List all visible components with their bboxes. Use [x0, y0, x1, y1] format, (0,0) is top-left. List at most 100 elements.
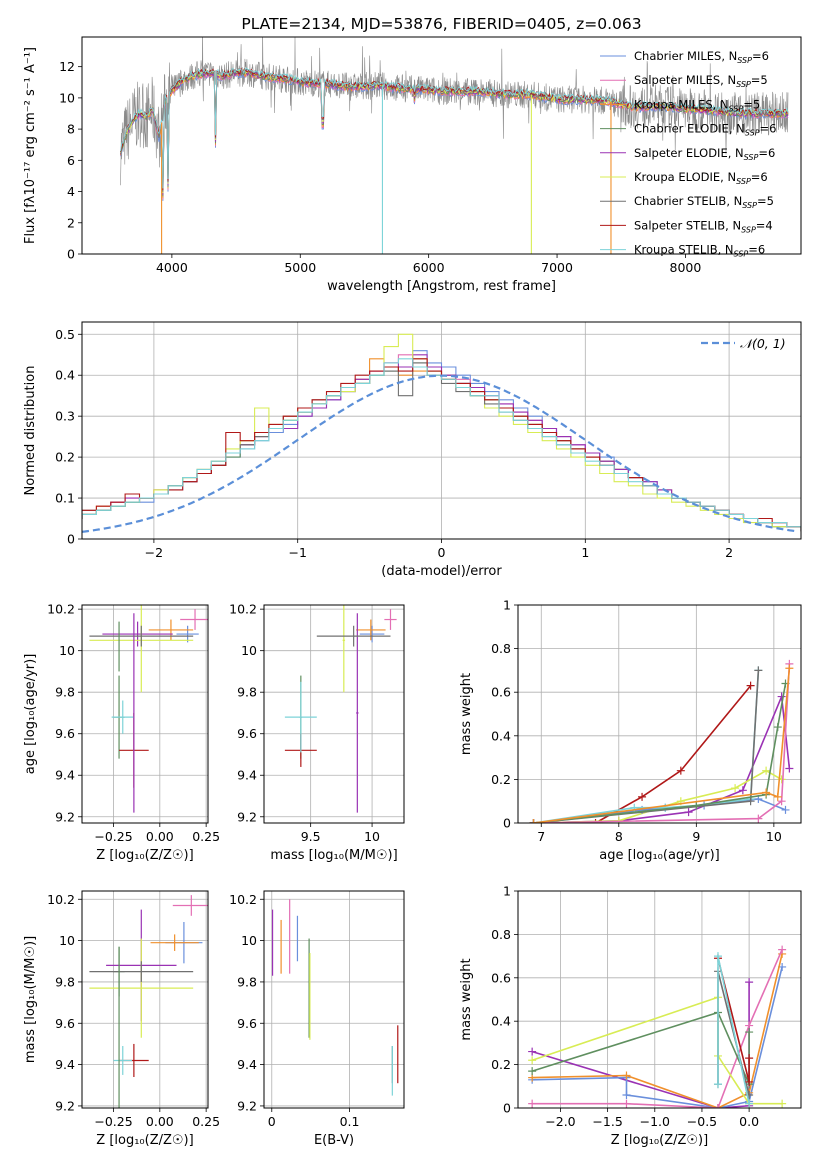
y-tick-label: 10.2 [229, 602, 257, 617]
y-tick-label: 0 [67, 247, 75, 262]
y-tick-label: 0 [67, 532, 75, 547]
mass-weight-marker [781, 805, 790, 814]
x-axis-label: Z [log₁₀(Z/Z☉)] [611, 1133, 708, 1148]
legend-entry-tail: =6 [758, 146, 775, 160]
mass-weight-marker [746, 681, 755, 690]
mass-weight-line-1 [532, 966, 783, 1108]
y-tick-label: 9.4 [55, 768, 75, 783]
spectrum-panel: 4000 5000 6000 7000 8000 0 2 4 6 8 10 12 wavelength … [23, 15, 802, 294]
x-axis-label: E(B-V) [314, 1133, 354, 1148]
y-tick-label: 1 [503, 884, 511, 899]
x-axis-label: Z [log₁₀(Z/Z☉)] [96, 848, 193, 863]
y-tick-label: 2 [67, 215, 75, 230]
y-tick-label: 10.2 [229, 892, 257, 907]
legend-entry: 𝒩(0, 1) [740, 336, 786, 351]
legend-entry-tail: =5 [757, 194, 774, 208]
legend-entry: Chabrier ELODIE, NSSP=6 [634, 122, 776, 138]
y-axis-label: mass weight [459, 673, 474, 755]
mass-vs-metallicity-panel: −0.25 0.00 0.25 9.2 9.4 9.6 9.8 10 10.2 Z [log₁₀(… [23, 890, 220, 1148]
mass-weight-marker [778, 1099, 787, 1108]
mass-weight-marker [745, 1028, 754, 1037]
x-tick-label: 0.25 [192, 829, 220, 844]
mass-weight-marker [745, 1099, 754, 1108]
x-tick-label: −2.0 [545, 1114, 575, 1129]
legend-entry-main: Salpeter ELODIE, N [634, 146, 744, 160]
x-tick-label: −1.5 [592, 1114, 622, 1129]
x-axis-label: (data-model)/error [381, 564, 502, 579]
legend-entry: Chabrier MILES, NSSP=6 [634, 49, 769, 65]
x-tick-label: −0.25 [94, 829, 132, 844]
y-tick-label: 9.8 [237, 685, 257, 700]
y-tick-label: 9.6 [237, 1016, 257, 1031]
y-tick-label: 9.6 [55, 726, 75, 741]
legend-entry-sub: SSP [742, 201, 757, 210]
histogram-step-1 [82, 354, 801, 532]
mass-weight-marker [762, 766, 771, 775]
y-tick-label: 4 [67, 184, 75, 199]
mass-weight-marker [777, 692, 786, 701]
axes-frame [81, 321, 802, 540]
y-tick-label: 10.2 [47, 602, 75, 617]
y-tick-label: 0.8 [491, 641, 511, 656]
mass-weight-marker [528, 1099, 537, 1108]
residuals-panel: −2 −1 0 1 2 0 0.1 0.2 0.3 0.4 0.5 (data-model)/erro… [23, 321, 802, 579]
legend-entry-sub: SSP [745, 129, 760, 138]
mass-vs-ebv-panel: 0 0.1 9.2 9.4 9.6 9.8 10 10.2 E(B-V) [229, 890, 405, 1148]
age-vs-metallicity-panel: −0.25 0.00 0.25 9.2 9.4 9.6 9.8 10 10.2 Z [log₁₀(… [23, 602, 220, 863]
y-axis-label: Flux [fλ10⁻¹⁷ erg cm⁻² s⁻¹ A⁻¹] [23, 47, 38, 244]
y-tick-label: 0.3 [55, 409, 75, 424]
x-tick-label: −1 [288, 545, 306, 560]
x-tick-label: 10 [364, 829, 380, 844]
model-spectrum-line-8 [120, 67, 789, 189]
axes-frame [517, 604, 802, 824]
mass-weight-marker [622, 1099, 631, 1108]
histogram-step-3 [82, 362, 801, 532]
y-tick-label: 12 [59, 59, 75, 74]
mass-weight-line-4 [531, 996, 783, 1105]
mass-weight-marker [528, 1047, 537, 1056]
mass-weight-marker [713, 952, 722, 961]
y-tick-label: 8 [67, 122, 75, 137]
histogram-step-6 [82, 362, 801, 532]
x-tick-label: −1.0 [640, 1114, 670, 1129]
x-axis-label: wavelength [Angstrom, rest frame] [327, 279, 556, 294]
y-axis-label: Normed distribution [23, 366, 38, 496]
plot-area [271, 899, 399, 1096]
mass-weight-marker [746, 797, 755, 806]
axes-frame [81, 604, 209, 824]
mass-weight-marker [622, 1071, 631, 1080]
legend-entry-tail: =6 [748, 243, 765, 257]
mass-weight-marker [684, 808, 693, 817]
mass-weight-marker [745, 1077, 754, 1086]
legend-entry-tail: =6 [752, 49, 769, 63]
y-tick-label: 10.2 [47, 892, 75, 907]
y-tick-label: 9.8 [237, 974, 257, 989]
mass-weight-vs-metallicity-panel: −2.0 −1.5 −1.0 −0.5 0.0 0 0.2 0.4 0.6 0.8 1 Z [log₁… [459, 884, 802, 1148]
y-tick-label: 0.4 [55, 368, 75, 383]
mass-weight-marker [591, 819, 600, 823]
y-tick-label: 9.8 [55, 974, 75, 989]
mass-weight-line-7 [533, 663, 791, 823]
histogram-step-2 [82, 358, 801, 528]
x-tick-label: 0.00 [146, 1114, 174, 1129]
plot-area [89, 895, 208, 1108]
y-axis-label: mass [log₁₀(M/M☉)] [23, 936, 38, 1063]
mass-weight-marker [713, 1104, 722, 1108]
y-tick-label: 0.2 [491, 772, 511, 787]
mass-weight-marker [676, 766, 685, 775]
y-tick-label: 10 [241, 933, 257, 948]
mass-weight-marker [785, 764, 794, 773]
x-tick-label: 0 [438, 545, 446, 560]
mass-weight-marker [745, 1054, 754, 1063]
legend-entry-main: Chabrier STELIB, N [634, 194, 742, 208]
y-tick-label: 10 [59, 90, 75, 105]
y-tick-label: 0.1 [55, 491, 75, 506]
histogram-step-7 [82, 358, 801, 528]
legend-entry-sub: SSP [737, 56, 752, 65]
x-tick-label: 0.1 [340, 1114, 360, 1129]
legend-entry: Kroupa ELODIE, NSSP=6 [634, 170, 768, 186]
legend-entry-main: Kroupa ELODIE, N [634, 170, 736, 184]
mass-weight-marker [713, 1080, 722, 1089]
age-vs-mass-panel: 9.5 10 9.2 9.4 9.6 9.8 10 10.2 mass [log₁₀(M/M☉)… [229, 602, 405, 863]
legend-entry-main: Chabrier MILES, N [634, 49, 737, 63]
